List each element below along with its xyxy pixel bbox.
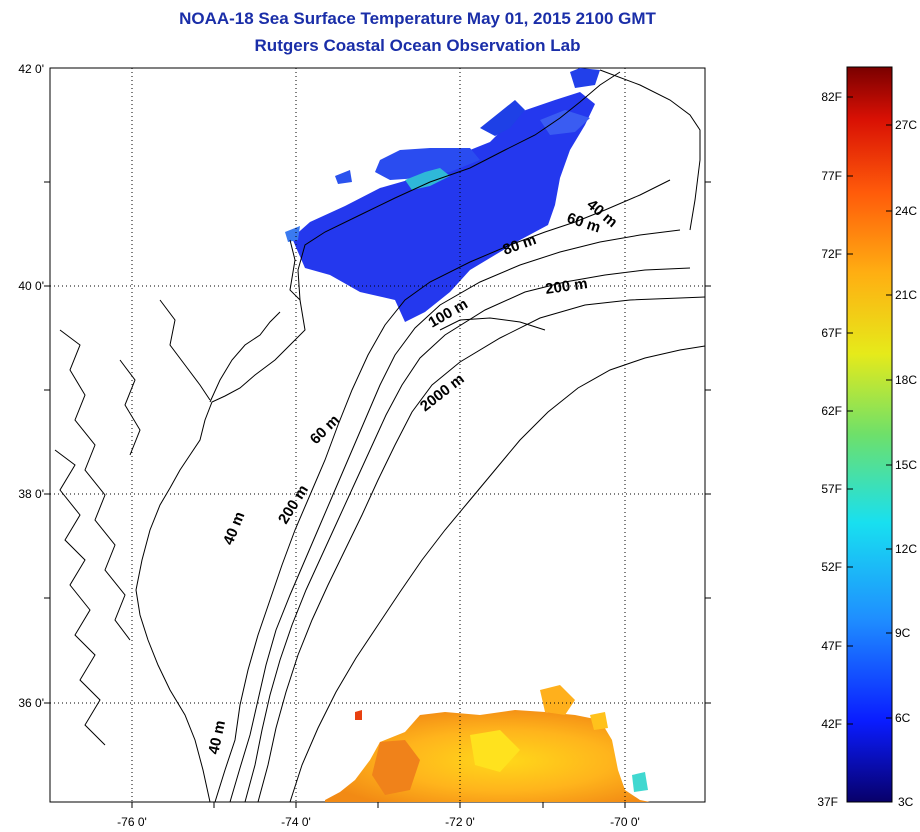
colorbar-c-label: 3C	[898, 795, 914, 809]
colorbar-f-label: 57F	[821, 482, 842, 496]
frame-ticks	[44, 181, 711, 808]
colorbar-f-label: 82F	[821, 90, 842, 104]
colorbar	[846, 66, 893, 803]
colorbar-f-label: 47F	[821, 639, 842, 653]
cold-sst-patch	[285, 68, 600, 322]
longitude-labels: -76 0' -74 0' -72 0' -70 0'	[117, 815, 640, 829]
contour-label: 40 m	[205, 719, 229, 756]
colorbar-c-label: 6C	[895, 711, 911, 725]
contour-label: 200 m	[544, 275, 588, 298]
map-frame	[49, 67, 706, 803]
map-content: 40 m 60 m 80 m 200 m 100 m 2000 m 60 m 4…	[50, 68, 705, 802]
lon-label: -72 0'	[445, 815, 475, 829]
colorbar-fahrenheit-labels: 82F 77F 72F 67F 62F 57F 52F 47F 42F 37F	[817, 90, 842, 809]
colorbar-c-label: 18C	[895, 373, 917, 387]
lon-label: -74 0'	[281, 815, 311, 829]
colorbar-f-label: 77F	[821, 169, 842, 183]
bathymetry-contours	[214, 179, 705, 802]
lat-label: 38 0'	[18, 487, 44, 501]
colorbar-c-label: 12C	[895, 542, 917, 556]
colorbar-ticks	[847, 96, 892, 725]
lat-label: 36 0'	[18, 696, 44, 710]
lat-label: 42 0'	[18, 62, 44, 76]
colorbar-f-label: 72F	[821, 247, 842, 261]
map-title: NOAA-18 Sea Surface Temperature May 01, …	[179, 9, 656, 28]
colorbar-f-label: 42F	[821, 717, 842, 731]
latitude-labels: 42 0' 40 0' 38 0' 36 0'	[18, 62, 44, 710]
lat-label: 40 0'	[18, 279, 44, 293]
colorbar-c-label: 15C	[895, 458, 917, 472]
map-subtitle: Rutgers Coastal Ocean Observation Lab	[254, 36, 581, 55]
colorbar-c-label: 21C	[895, 288, 917, 302]
colorbar-c-label: 27C	[895, 118, 917, 132]
colorbar-c-label: 9C	[895, 626, 911, 640]
colorbar-c-label: 24C	[895, 204, 917, 218]
colorbar-f-label: 52F	[821, 560, 842, 574]
lon-label: -70 0'	[610, 815, 640, 829]
colorbar-f-label: 67F	[821, 326, 842, 340]
colorbar-celsius-labels: 27C 24C 21C 18C 15C 12C 9C 6C 3C	[895, 118, 917, 809]
colorbar-f-label: 37F	[817, 795, 838, 809]
warm-sst-patch	[325, 685, 650, 802]
coastline	[54, 69, 701, 802]
lon-label: -76 0'	[117, 815, 147, 829]
colorbar-f-label: 62F	[821, 404, 842, 418]
